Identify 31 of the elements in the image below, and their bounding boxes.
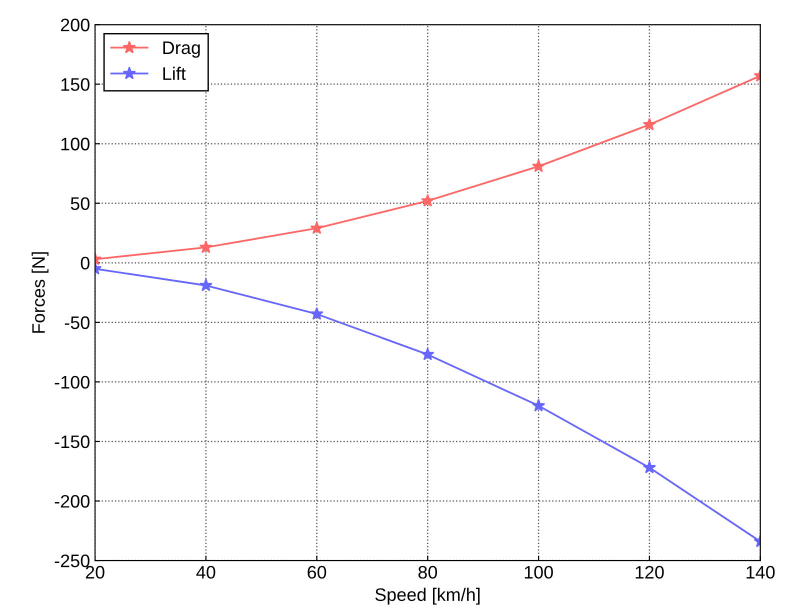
x-axis-title: Speed [km/h] (375, 588, 480, 605)
x-tick-label: 120 (636, 566, 664, 579)
point (642, 460, 656, 474)
legend-label: Drag (163, 42, 200, 58)
y-tick-label: 0 (80, 256, 90, 270)
y-axis-title: Forces [N] (32, 252, 48, 333)
point (421, 348, 434, 360)
point (532, 398, 546, 412)
y-tick-label: 150 (61, 78, 90, 91)
point (310, 221, 324, 234)
legend-label: Lift (163, 66, 186, 80)
y-tick-label: -50 (64, 316, 90, 330)
point (642, 118, 656, 130)
y-tick-label: 50 (70, 197, 90, 210)
x-tick-label: 60 (308, 566, 326, 579)
x-tick-label: 140 (746, 566, 775, 579)
x-tick-label: 100 (524, 566, 553, 579)
point (199, 278, 213, 292)
x-tick-label: 80 (418, 566, 438, 579)
y-tick-label: -100 (54, 376, 90, 389)
y-tick-label: 200 (60, 18, 90, 32)
point (199, 240, 213, 254)
point (421, 194, 434, 207)
y-tick-label: 100 (61, 138, 90, 150)
y-tick-label: -200 (54, 494, 90, 508)
point (310, 307, 324, 320)
y-tick-label: -250 (54, 554, 90, 568)
y-tick-label: -150 (54, 435, 90, 448)
x-tick-label: 20 (86, 566, 104, 579)
x-tick-label: 40 (196, 566, 216, 579)
point (532, 159, 546, 172)
